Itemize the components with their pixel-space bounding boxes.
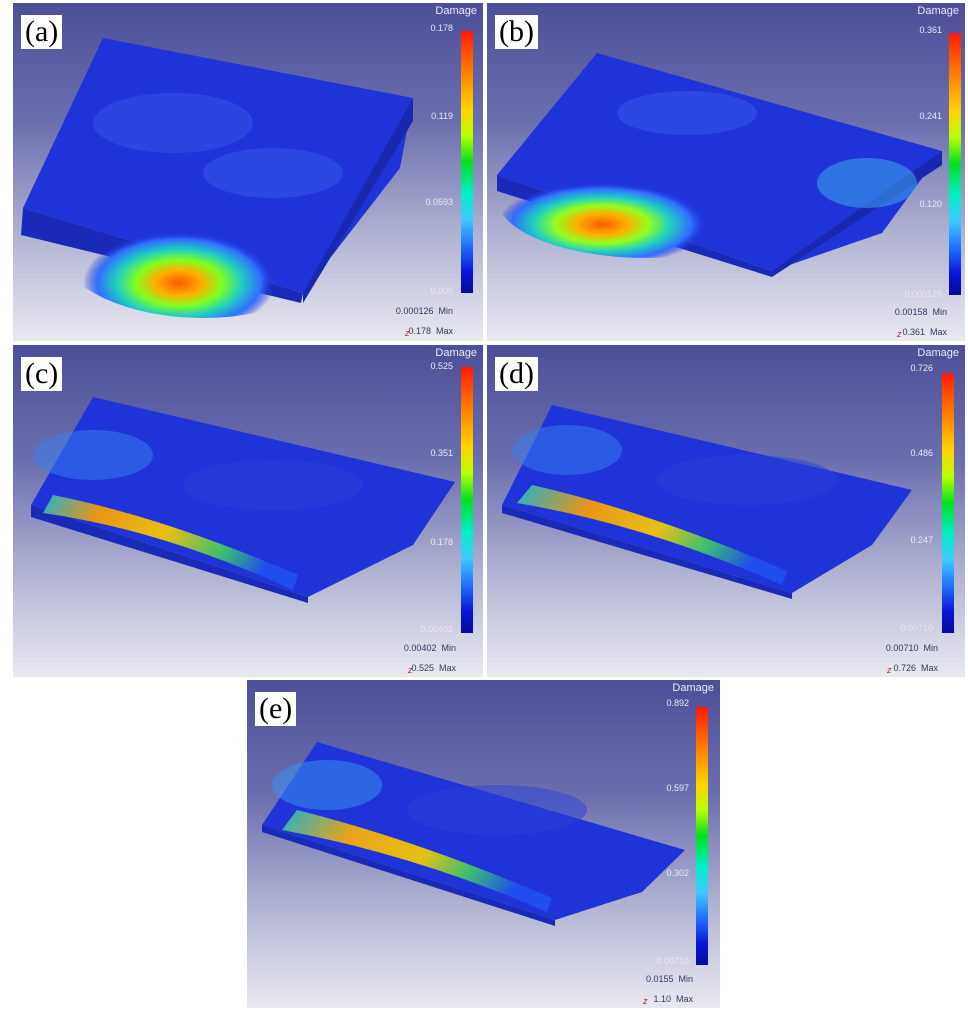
colorbar-tick: 0.892 (666, 698, 689, 708)
colorbar-tick: 0.00710 (900, 623, 933, 633)
panel-d: (d) Damage 0.726 0.486 0.247 0.00710 0.0… (487, 345, 965, 677)
damage-contour-plate (31, 397, 455, 603)
z-axis-label: z (408, 665, 413, 675)
colorbar-tick: 0.178 (430, 537, 453, 547)
colorbar-tick: 0.486 (910, 448, 933, 458)
colorbar-tick: 0.351 (430, 448, 453, 458)
panel-e: (e) Damage 0.892 0.597 0.302 0.00710 0.0… (247, 680, 720, 1008)
colorbar-tick: 0.000126 (904, 289, 942, 299)
colorbar-title: Damage (917, 5, 959, 17)
panel-a: (a) Damage 0.178 0.119 0.0593 0.000 0.00… (13, 3, 483, 341)
colorbar-tick: 0.302 (666, 868, 689, 878)
colorbar (461, 31, 473, 293)
colorbar-tick: 0.178 (430, 23, 453, 33)
min-value: 0.00402 Min (403, 643, 456, 653)
colorbar-tick: 0.000 (430, 286, 453, 296)
panel-label: (d) (495, 357, 538, 391)
max-value: 0.726 Max (893, 663, 938, 673)
colorbar-title: Damage (435, 347, 477, 359)
colorbar-title: Damage (917, 347, 959, 359)
z-axis-label: z (643, 996, 648, 1006)
colorbar (942, 373, 954, 633)
colorbar-tick: 0.120 (919, 199, 942, 209)
max-value: 0.178 Max (408, 326, 453, 336)
max-value: 1.10 Max (653, 994, 693, 1004)
colorbar-tick: 0.726 (910, 363, 933, 373)
min-value: 0.00710 Min (885, 643, 938, 653)
panel-b: (b) Damage 0.361 0.241 0.120 0.000126 0.… (487, 3, 965, 341)
max-value: 0.525 Max (411, 663, 456, 673)
colorbar-tick: 0.00710 (656, 956, 689, 966)
colorbar-tick: 0.00402 (420, 624, 453, 634)
colorbar-tick: 0.525 (430, 361, 453, 371)
panel-c: (c) Damage 0.525 0.351 0.178 0.00402 0.0… (13, 345, 483, 677)
max-value: 0.361 Max (902, 327, 947, 337)
z-axis-label: z (897, 329, 902, 339)
colorbar-tick: 0.0593 (425, 197, 453, 207)
colorbar-tick: 0.361 (919, 25, 942, 35)
damage-contour-plate (502, 405, 912, 599)
panel-label: (b) (495, 15, 538, 49)
colorbar-tick: 0.119 (431, 111, 453, 121)
min-value: 0.0155 Min (645, 974, 693, 984)
colorbar-title: Damage (435, 5, 477, 17)
colorbar (949, 33, 961, 295)
z-axis-label: z (405, 328, 410, 338)
z-axis-label: z (887, 665, 892, 675)
colorbar-tick: 0.597 (666, 783, 689, 793)
panel-label: (e) (255, 692, 297, 726)
colorbar-tick: 0.247 (910, 535, 933, 545)
damage-contour-plate (497, 53, 942, 277)
panel-label: (a) (21, 15, 63, 49)
min-value: 0.000126 Min (395, 306, 453, 316)
damage-contour-plate (262, 742, 685, 926)
min-value: 0.00158 Min (894, 307, 947, 317)
colorbar-tick: 0.241 (919, 111, 942, 121)
colorbar (696, 707, 708, 965)
damage-contour-plate (21, 38, 413, 318)
colorbar (461, 367, 473, 633)
colorbar-title: Damage (672, 682, 714, 694)
panel-label: (c) (21, 357, 63, 391)
